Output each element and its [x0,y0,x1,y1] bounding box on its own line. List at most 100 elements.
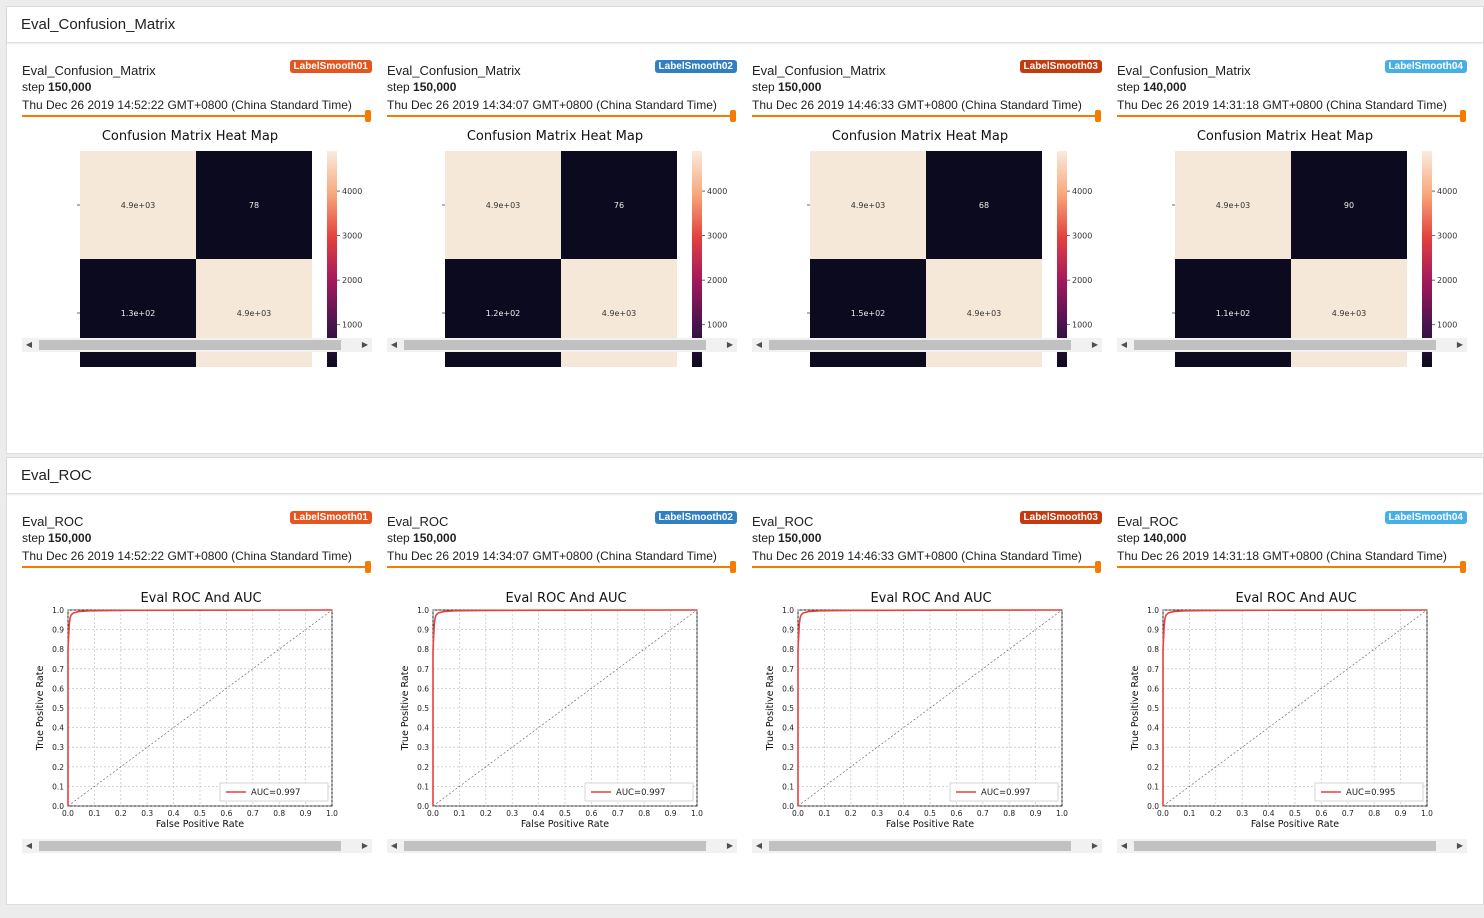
step-slider-thumb[interactable] [365,110,371,122]
arrow-right-icon[interactable]: ▶ [1091,340,1099,349]
y-tick-label: 0.1 [417,782,429,791]
horizontal-scrollbar[interactable]: ◀ ▶ [22,338,372,352]
colorbar-tick-label: 4000 [342,187,362,196]
arrow-left-icon[interactable]: ◀ [755,841,763,850]
scroll-thumb[interactable] [39,841,341,851]
scroll-thumb[interactable] [769,340,1071,350]
step-value: 150,000 [778,80,822,94]
arrow-right-icon[interactable]: ▶ [726,340,734,349]
arrow-right-icon[interactable]: ▶ [726,841,734,850]
step-slider-thumb[interactable] [365,561,371,573]
section-header[interactable]: Eval_ROC [7,458,1483,494]
section-header[interactable]: Eval_Confusion_Matrix [7,7,1483,43]
confusion-matrix-card: Eval_Confusion_Matrix LabelSmooth03 step 1… [752,54,1102,414]
roc-curve [1162,609,1428,806]
card-title: Eval_ROC [22,514,84,529]
arrow-right-icon[interactable]: ▶ [361,841,369,850]
colorbar-tick-label: 4000 [1437,187,1457,196]
step-slider-thumb[interactable] [730,110,736,122]
arrow-left-icon[interactable]: ◀ [390,340,398,349]
x-tick-label: 0.3 [141,809,153,818]
horizontal-scrollbar[interactable]: ◀ ▶ [752,338,1102,352]
step-prefix: step [387,531,410,545]
x-tick-label: 0.7 [612,809,624,818]
card-title: Eval_ROC [752,514,814,529]
horizontal-scrollbar[interactable]: ◀ ▶ [1117,839,1467,853]
x-tick-label: 0.7 [1342,809,1354,818]
arrow-left-icon[interactable]: ◀ [25,841,33,850]
step-slider-track[interactable] [22,566,368,568]
step-prefix: step [387,80,410,94]
scroll-thumb[interactable] [39,340,341,350]
arrow-left-icon[interactable]: ◀ [1120,841,1128,850]
horizontal-scrollbar[interactable]: ◀ ▶ [1117,338,1467,352]
arrow-right-icon[interactable]: ▶ [1456,340,1464,349]
colorbar-tick-label: 2000 [707,276,727,285]
heatmap-cell-label: 4.9e+03 [602,309,637,318]
step-slider-thumb[interactable] [730,561,736,573]
x-tick-label: 0.4 [1263,809,1275,818]
chart-title: Eval ROC And AUC [870,591,991,606]
scroll-thumb[interactable] [404,841,706,851]
roc-chart: Eval ROC And AUC 0.00.0 0.1 0.1 0.2 0.2 0.3 0.3… [1130,591,1433,830]
arrow-right-icon[interactable]: ▶ [361,340,369,349]
step-slider-thumb[interactable] [1095,110,1101,122]
y-tick-label: 0.0 [782,802,794,811]
heatmap-chart: Confusion Matrix Heat Map 4.9e+03 76 1.2e+0… [442,129,727,367]
scroll-thumb[interactable] [1134,841,1436,851]
x-axis-label: False Positive Rate [156,819,244,830]
y-tick-label: 0.1 [52,782,64,791]
horizontal-scrollbar[interactable]: ◀ ▶ [752,839,1102,853]
confusion-matrix-card: Eval_Confusion_Matrix LabelSmooth04 step 1… [1117,54,1467,414]
arrow-right-icon[interactable]: ▶ [1091,841,1099,850]
horizontal-scrollbar[interactable]: ◀ ▶ [22,839,372,853]
y-tick-label: 0.4 [52,724,64,733]
step-slider-track[interactable] [387,115,733,117]
roc-card: Eval_ROC LabelSmooth04 step 140,000 Thu Dec… [1117,505,1467,865]
step-slider-thumb[interactable] [1460,110,1466,122]
step-slider-track[interactable] [752,115,1098,117]
x-tick-label: 0.9 [665,809,677,818]
y-axis-label: True Positive Rate [35,666,46,752]
colorbar-tick-label: 2000 [1072,276,1092,285]
x-tick-label: 0.8 [638,809,650,818]
arrow-left-icon[interactable]: ◀ [1120,340,1128,349]
arrow-right-icon[interactable]: ▶ [1456,841,1464,850]
horizontal-scrollbar[interactable]: ◀ ▶ [387,338,737,352]
arrow-left-icon[interactable]: ◀ [755,340,763,349]
legend [1314,782,1424,802]
run-badge: LabelSmooth03 [1019,511,1102,524]
x-tick-label: 0.0 [792,809,804,818]
arrow-left-icon[interactable]: ◀ [25,340,33,349]
y-tick-label: 0.0 [1147,802,1159,811]
x-tick-label: 0.3 [506,809,518,818]
scroll-thumb[interactable] [1134,340,1436,350]
y-tick-label: 0.5 [1147,704,1159,713]
scroll-thumb[interactable] [769,841,1071,851]
y-tick-label: 0.2 [52,763,64,772]
step-slider-track[interactable] [1117,115,1463,117]
scroll-thumb[interactable] [404,340,706,350]
heatmap-cell-label: 4.9e+03 [1216,201,1251,210]
x-tick-label: 0.7 [977,809,989,818]
section-title: Eval_Confusion_Matrix [21,16,176,33]
y-tick-label: 0.5 [782,704,794,713]
x-tick-label: 0.4 [533,809,545,818]
horizontal-scrollbar[interactable]: ◀ ▶ [387,839,737,853]
legend [219,782,329,802]
x-tick-label: 0.0 [62,809,74,818]
step-slider-thumb[interactable] [1095,561,1101,573]
heatmap-cell-label: 68 [979,201,989,210]
step-label: step 150,000 [387,80,456,94]
step-slider-track[interactable] [387,566,733,568]
step-slider-track[interactable] [1117,566,1463,568]
y-tick-label: 0.8 [782,645,794,654]
y-tick-label: 0.5 [417,704,429,713]
step-slider-track[interactable] [752,566,1098,568]
heatmap-chart: Confusion Matrix Heat Map 4.9e+03 90 1.1e+0… [1172,129,1457,367]
step-slider-thumb[interactable] [1460,561,1466,573]
arrow-left-icon[interactable]: ◀ [390,841,398,850]
card-title: Eval_ROC [1117,514,1179,529]
step-slider-track[interactable] [22,115,368,117]
x-axis-label: False Positive Rate [1251,819,1339,830]
